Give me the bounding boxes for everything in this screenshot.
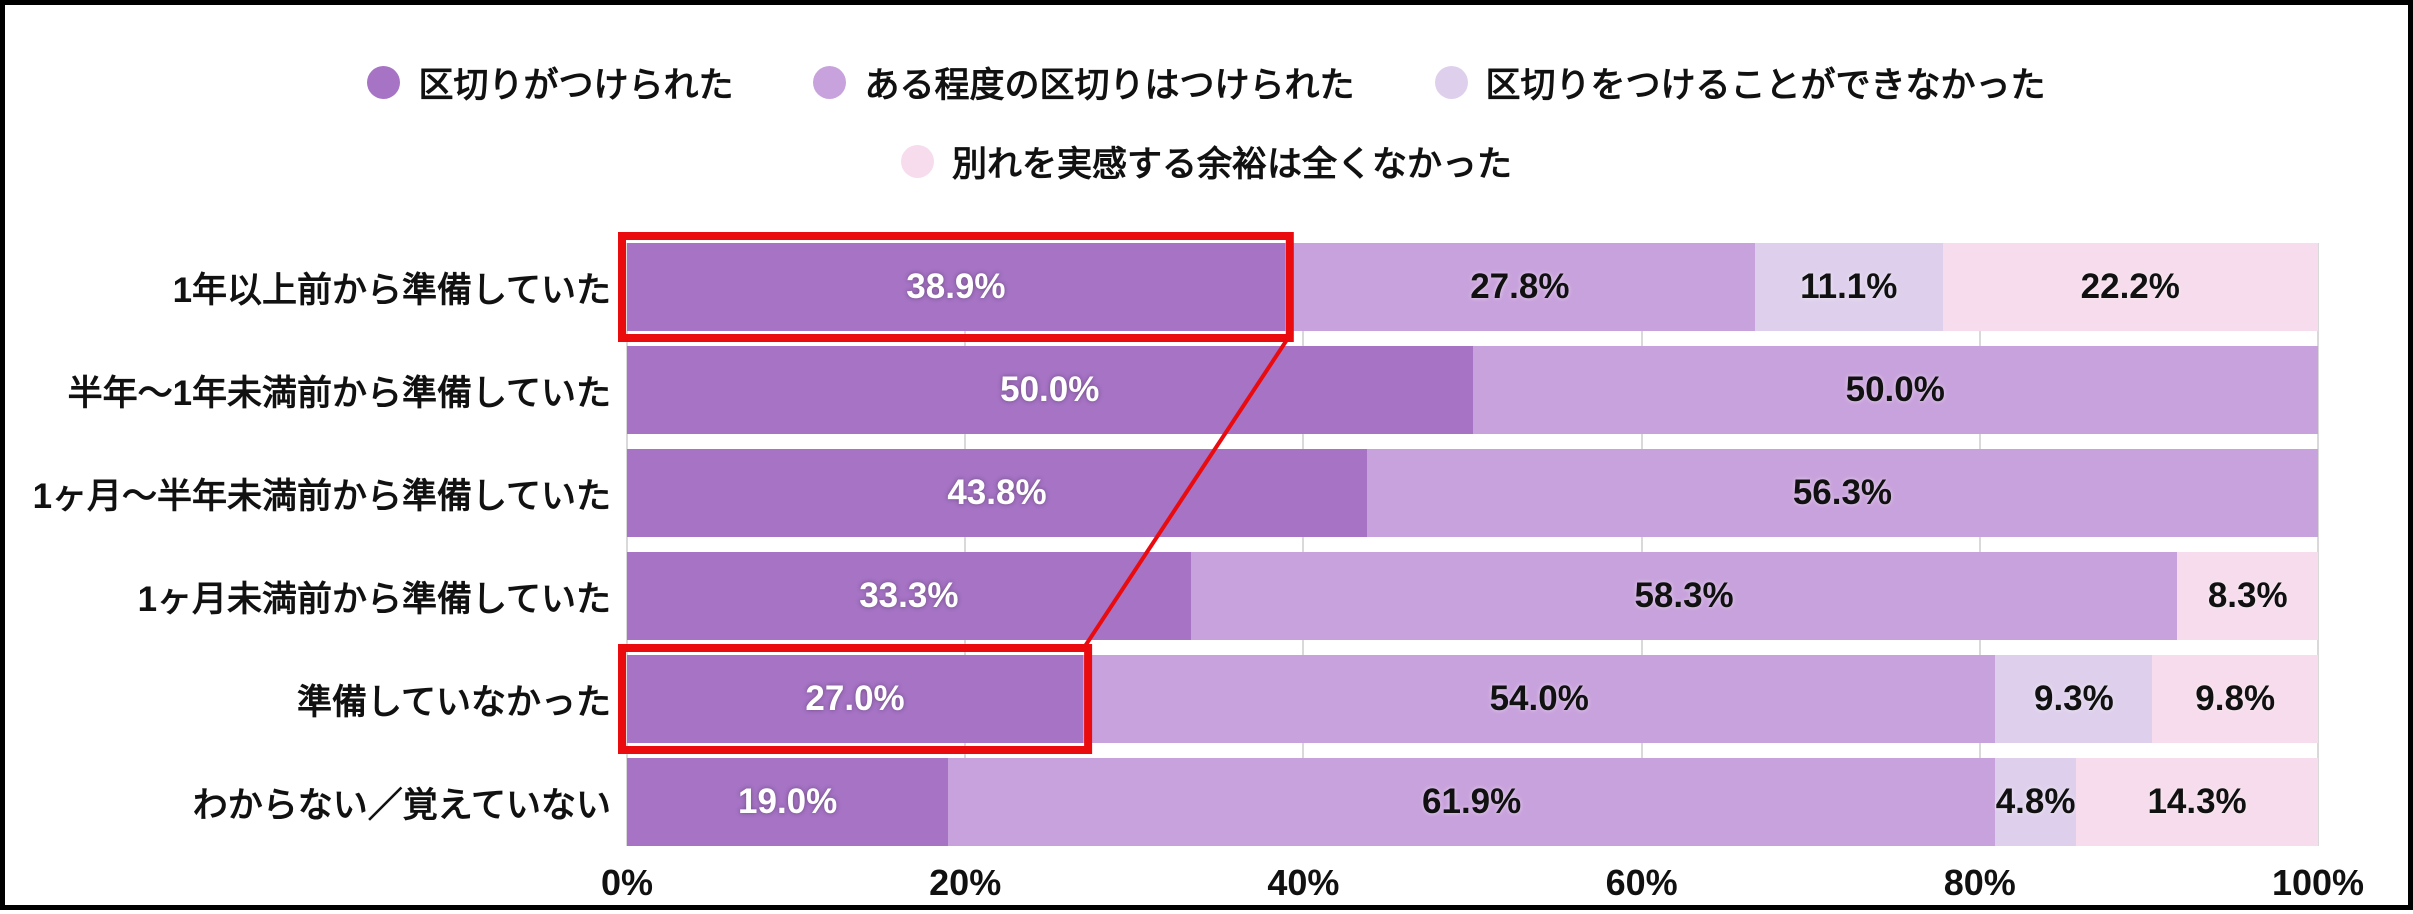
legend-item-0: 区切りがつけられた [367,57,733,108]
legend: 区切りがつけられた ある程度の区切りはつけられた 区切りをつけることができなかった別… [5,5,2408,187]
segment-value: 54.0% [1489,679,1589,718]
bar-segment-series-1: 56.3% [1366,449,2318,537]
x-tick-label: 0% [600,862,654,903]
gridline [1978,243,1981,846]
bar-segment-series-0: 27.0% [627,655,1084,743]
bar-segment-series-0: 38.9% [627,243,1285,331]
row-label: わからない／覚えていない [192,785,611,825]
bar-segment-series-0: 19.0% [627,758,949,846]
x-tick-label: 60% [1605,862,1678,903]
x-tick-label: 40% [1267,862,1340,903]
legend-swatch-icon [1434,66,1468,99]
row-bars: 19.0% 61.9% 4.8% 14.3% [627,758,2318,846]
segment-value: 19.0% [738,782,838,821]
segment-value: 9.3% [2033,679,2114,718]
legend-label: 区切りをつけることができなかった [1485,66,2046,105]
bar-segment-series-0: 33.3% [627,552,1191,640]
gridline [2317,243,2319,846]
bar-segment-series-1: 58.3% [1190,552,2178,640]
segment-value: 14.3% [2147,782,2247,821]
bar-row: 1ヶ月〜半年未満前から準備していた 43.8% 56.3% [27,449,2318,537]
row-bars: 43.8% 56.3% [627,449,2318,537]
segment-value: 56.3% [1792,473,1893,512]
segment-value: 11.1% [1800,267,1898,306]
gridline [1640,243,1643,846]
row-bars: 38.9% 27.8% 11.1% 22.2% [627,243,2318,331]
legend-label: ある程度の区切りはつけられた [864,66,1355,105]
legend-row-1: 区切りがつけられた ある程度の区切りはつけられた 区切りをつけることができなかった [367,57,2046,108]
bar-segment-series-3: 8.3% [2177,552,2318,640]
segment-value: 4.8% [1995,782,2076,821]
segment-value: 27.0% [805,679,905,718]
x-axis: 0% 20% 40% 60% 80% 100% [601,858,2364,914]
legend-swatch-icon [367,66,401,99]
segment-value: 33.3% [859,576,959,615]
bar-row: 1年以上前から準備していた 38.9% 27.8% 11.1% 22.2% [27,243,2318,331]
legend-label: 別れを実感する余裕は全くなかった [951,145,1512,184]
stacked-bar-chart: 1年以上前から準備していた 38.9% 27.8% 11.1% 22.2% 半年〜1年未満… [27,232,2319,846]
row-bars: 27.0% 54.0% 9.3% 9.8% [627,655,2318,743]
x-tick-label: 20% [929,862,1002,903]
x-tick-label: 100% [2271,862,2365,903]
segment-value: 50.0% [1845,370,1945,409]
segment-value: 61.9% [1422,782,1522,821]
segment-value: 58.3% [1634,576,1734,615]
bar-segment-series-3: 14.3% [2076,758,2318,846]
bar-row: 1ヶ月未満前から準備していた 33.3% 58.3% 8.3% [27,552,2318,640]
segment-value: 43.8% [947,473,1047,512]
row-bars: 50.0% 50.0% [627,346,2318,434]
bar-segment-series-2: 9.3% [1995,655,2153,743]
bar-segment-series-0: 50.0% [627,346,1473,434]
segment-value: 50.0% [1000,370,1100,409]
bar-segment-series-1: 61.9% [948,758,1995,846]
legend-row-2: 別れを実感する余裕は全くなかった [900,136,1512,187]
bar-segment-series-2: 11.1% [1754,243,1943,331]
bar-segment-series-1: 27.8% [1284,243,1755,331]
legend-item-1: ある程度の区切りはつけられた [813,57,1355,108]
row-label: 準備していなかった [297,682,611,722]
segment-value: 8.3% [2207,576,2288,615]
legend-item-2: 区切りをつけることができなかった [1434,57,2046,108]
x-tick-label: 80% [1943,862,2016,903]
row-bars: 33.3% 58.3% 8.3% [627,552,2318,640]
gridline [1302,243,1305,846]
gridline [626,243,628,846]
row-label: 1ヶ月〜半年未満前から準備していた [32,476,611,516]
bar-segment-series-2: 4.8% [1995,758,2077,846]
bar-segment-series-0: 43.8% [627,449,1367,537]
bar-segment-series-1: 50.0% [1472,346,2318,434]
bar-row: わからない／覚えていない 19.0% 61.9% 4.8% 14.3% [27,758,2318,846]
bar-row: 準備していなかった 27.0% 54.0% 9.3% 9.8% [27,655,2318,743]
bar-row: 半年〜1年未満前から準備していた 50.0% 50.0% [27,346,2318,434]
row-label: 1年以上前から準備していた [172,270,611,310]
legend-swatch-icon [900,145,934,178]
legend-label: 区切りがつけられた [418,66,734,105]
bar-segment-series-3: 22.2% [1942,243,2318,331]
legend-item-3: 別れを実感する余裕は全くなかった [900,136,1512,187]
segment-value: 27.8% [1470,267,1570,306]
row-label: 1ヶ月未満前から準備していた [137,579,611,619]
segment-value: 22.2% [2080,267,2180,306]
grid-layer [626,243,2319,846]
bar-segment-series-3: 9.8% [2152,655,2318,743]
legend-swatch-icon [813,66,847,99]
segment-value: 9.8% [2195,679,2276,718]
gridline [964,243,967,846]
chart-canvas: 区切りがつけられた ある程度の区切りはつけられた 区切りをつけることができなかった別… [5,5,2408,905]
segment-value: 38.9% [906,267,1006,306]
bar-segment-series-1: 54.0% [1083,655,1996,743]
row-label: 半年〜1年未満前から準備していた [67,373,611,413]
